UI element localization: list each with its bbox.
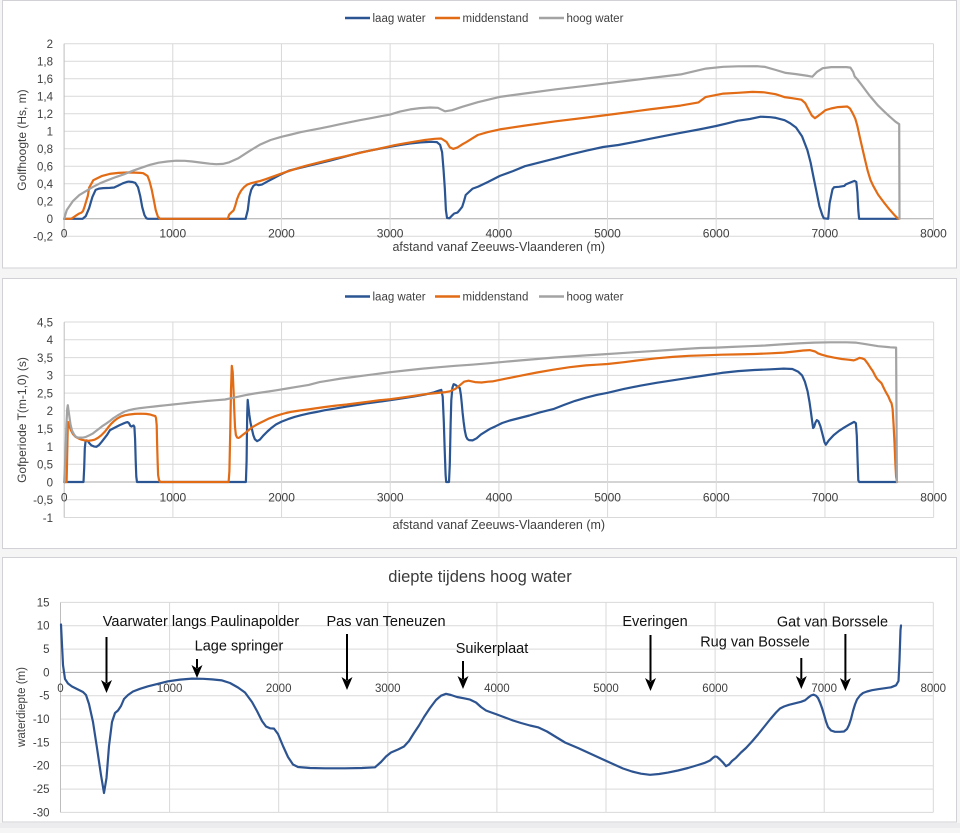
svg-text:1,2: 1,2 xyxy=(37,109,53,121)
svg-text:2,5: 2,5 xyxy=(37,388,53,400)
svg-text:6000: 6000 xyxy=(702,683,728,695)
svg-text:0: 0 xyxy=(47,214,53,226)
svg-text:2000: 2000 xyxy=(268,491,295,505)
svg-text:0,4: 0,4 xyxy=(37,179,54,191)
svg-text:Lage springer: Lage springer xyxy=(195,639,284,655)
svg-text:0,8: 0,8 xyxy=(37,144,53,156)
svg-text:8000: 8000 xyxy=(920,227,947,241)
svg-text:5000: 5000 xyxy=(594,491,621,505)
svg-text:Vaarwater langs Paulinapolder: Vaarwater langs Paulinapolder xyxy=(103,614,300,630)
svg-text:-0,5: -0,5 xyxy=(33,495,53,507)
svg-text:5: 5 xyxy=(43,644,49,656)
svg-text:0: 0 xyxy=(47,477,53,489)
svg-text:1,6: 1,6 xyxy=(37,74,53,86)
svg-text:4000: 4000 xyxy=(485,227,512,241)
svg-text:Gat van Borssele: Gat van Borssele xyxy=(777,615,888,631)
svg-text:laag water: laag water xyxy=(373,292,426,304)
svg-text:3: 3 xyxy=(47,371,53,383)
svg-text:-25: -25 xyxy=(33,784,50,796)
svg-text:-15: -15 xyxy=(33,737,50,749)
svg-text:7000: 7000 xyxy=(811,227,838,241)
svg-text:1: 1 xyxy=(47,127,53,139)
svg-text:5000: 5000 xyxy=(594,227,621,241)
svg-text:10: 10 xyxy=(37,621,50,633)
svg-text:8000: 8000 xyxy=(921,683,947,695)
svg-text:3000: 3000 xyxy=(377,227,404,241)
svg-text:1,4: 1,4 xyxy=(37,92,54,104)
svg-text:6000: 6000 xyxy=(703,227,730,241)
svg-text:7000: 7000 xyxy=(811,683,837,695)
svg-text:1000: 1000 xyxy=(157,683,183,695)
svg-text:Golfhoogte (Hs, m): Golfhoogte (Hs, m) xyxy=(15,89,29,190)
svg-text:3,5: 3,5 xyxy=(37,353,53,365)
svg-text:Rug van Bossele: Rug van Bossele xyxy=(700,635,810,651)
svg-text:-5: -5 xyxy=(39,691,49,703)
svg-text:3000: 3000 xyxy=(377,491,404,505)
svg-text:hoog water: hoog water xyxy=(567,292,624,304)
svg-text:middenstand: middenstand xyxy=(463,13,529,25)
svg-text:4,5: 4,5 xyxy=(37,317,53,329)
svg-text:8000: 8000 xyxy=(920,491,947,505)
svg-text:Everingen: Everingen xyxy=(622,614,687,630)
svg-text:6000: 6000 xyxy=(703,491,730,505)
svg-text:4000: 4000 xyxy=(484,683,510,695)
svg-text:afstand vanaf Zeeuws-Vlaandere: afstand vanaf Zeeuws-Vlaanderen (m) xyxy=(392,240,605,254)
svg-text:15: 15 xyxy=(37,597,50,609)
svg-text:Suikerplaat: Suikerplaat xyxy=(456,641,529,657)
svg-text:middenstand: middenstand xyxy=(463,292,529,304)
svg-text:0: 0 xyxy=(61,227,68,241)
svg-text:2: 2 xyxy=(47,406,53,418)
svg-text:1,5: 1,5 xyxy=(37,424,53,436)
svg-text:4: 4 xyxy=(47,335,54,347)
svg-text:0: 0 xyxy=(61,491,68,505)
svg-text:2000: 2000 xyxy=(268,227,295,241)
svg-text:waterdiepte (m): waterdiepte (m) xyxy=(16,667,28,748)
svg-text:4000: 4000 xyxy=(486,491,513,505)
svg-text:7000: 7000 xyxy=(812,491,839,505)
svg-text:1: 1 xyxy=(47,442,53,454)
svg-text:1000: 1000 xyxy=(159,227,186,241)
svg-text:-0,2: -0,2 xyxy=(33,232,53,244)
svg-text:-30: -30 xyxy=(33,807,50,819)
svg-text:Gofperiode T(m-1,0) (s): Gofperiode T(m-1,0) (s) xyxy=(15,357,29,483)
svg-text:-20: -20 xyxy=(33,761,50,773)
svg-text:1000: 1000 xyxy=(160,491,187,505)
svg-text:-1: -1 xyxy=(43,513,53,525)
svg-text:2: 2 xyxy=(47,39,53,51)
svg-text:hoog water: hoog water xyxy=(567,13,624,25)
svg-text:0,5: 0,5 xyxy=(37,460,53,472)
svg-text:0: 0 xyxy=(43,667,49,679)
svg-text:0: 0 xyxy=(57,683,63,695)
svg-text:2000: 2000 xyxy=(266,683,292,695)
svg-text:3000: 3000 xyxy=(375,683,401,695)
svg-text:afstand vanaf Zeeuws-Vlaandere: afstand vanaf Zeeuws-Vlaanderen (m) xyxy=(392,518,605,532)
svg-text:laag water: laag water xyxy=(373,13,426,25)
svg-text:0,2: 0,2 xyxy=(37,197,53,209)
svg-text:0,6: 0,6 xyxy=(37,162,53,174)
svg-text:diepte tijdens hoog water: diepte tijdens hoog water xyxy=(388,568,572,586)
svg-text:-10: -10 xyxy=(33,714,50,726)
svg-text:5000: 5000 xyxy=(593,683,619,695)
svg-text:1,8: 1,8 xyxy=(37,57,53,69)
svg-text:Pas van Teneuzen: Pas van Teneuzen xyxy=(326,614,445,630)
